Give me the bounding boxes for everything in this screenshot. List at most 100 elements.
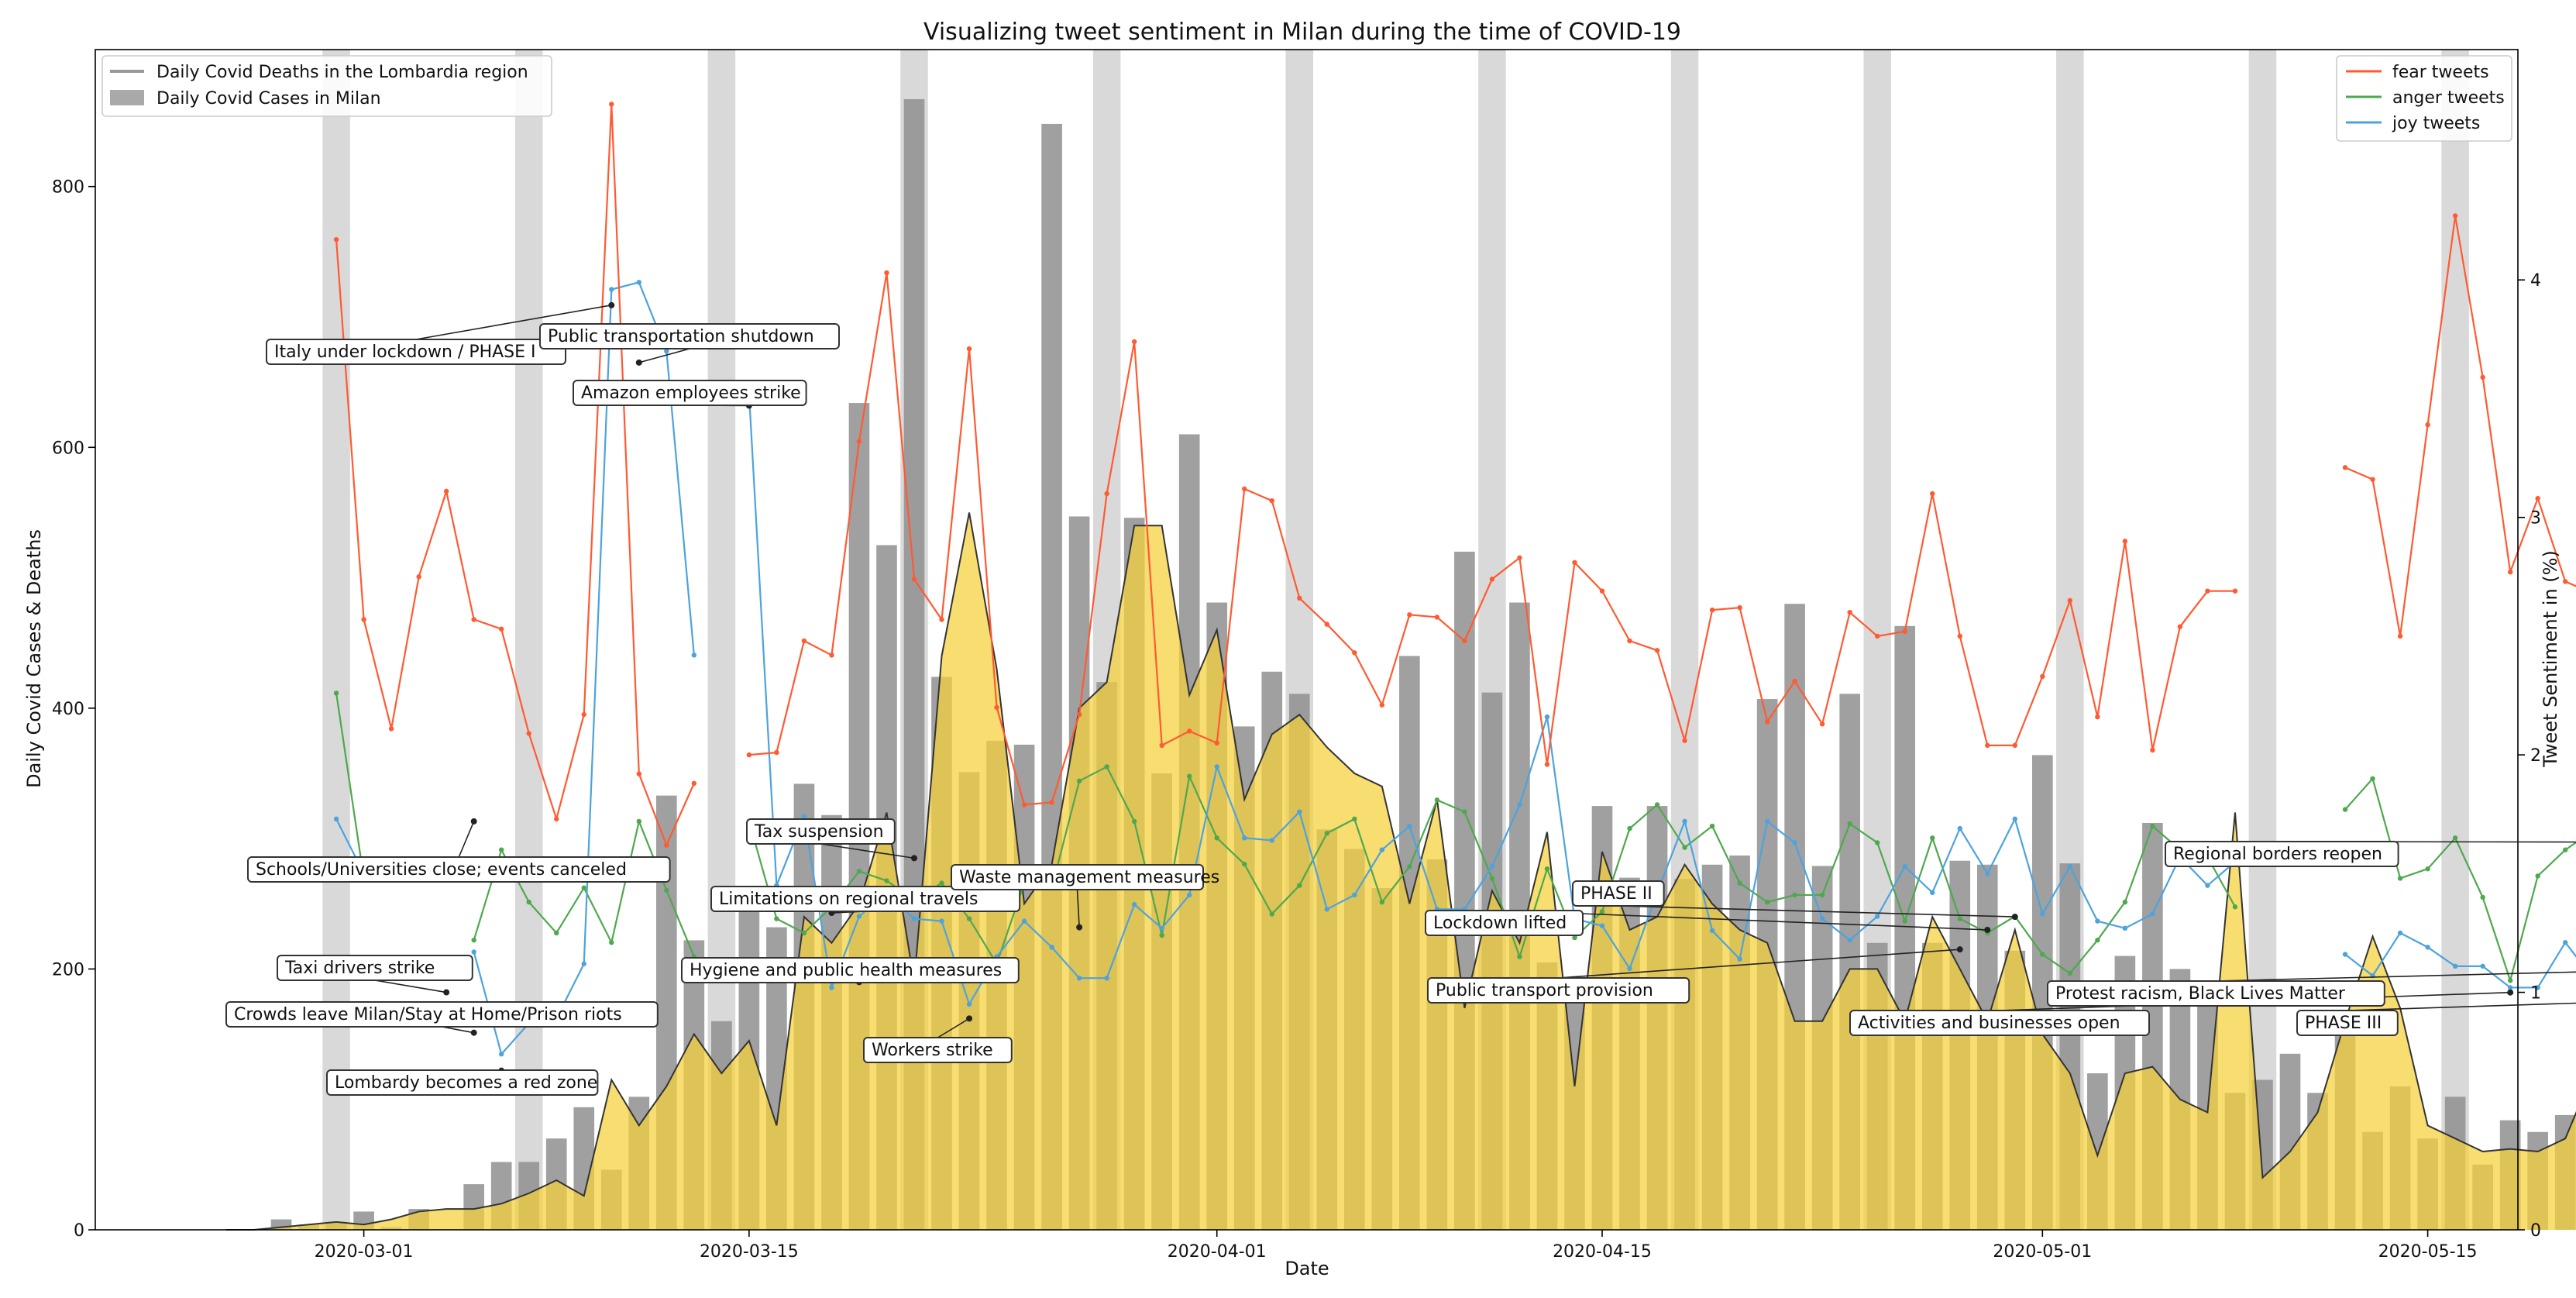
fear-point (1131, 339, 1137, 345)
annotation-box (1425, 910, 1584, 936)
fear-point (1709, 607, 1715, 613)
anger-point (1104, 764, 1109, 770)
anger-point (2507, 978, 2513, 983)
annotation: Italy under lockdown / PHASE I (266, 301, 615, 365)
annotation: Public transportation shutdown (539, 323, 840, 366)
anger-point (1792, 892, 1797, 898)
chart-title: Visualizing tweet sentiment in Milan dur… (923, 19, 1681, 46)
annotation: Protest racism, Black Lives Matter (2047, 971, 2576, 1007)
annotation-box (225, 1001, 659, 1028)
joy-point (2563, 940, 2568, 945)
joy-point (1379, 847, 1385, 852)
fear-point (939, 617, 944, 622)
annotation-label: Activities and businesses open (1858, 1014, 2120, 1033)
legend-swatch-cases (110, 90, 144, 105)
fear-point (2480, 374, 2485, 380)
anger-point (1737, 880, 1742, 886)
fear-point (1076, 711, 1082, 718)
deaths-area (226, 512, 2576, 1231)
annotation: Hygiene and public health measures (681, 957, 1020, 986)
annotation-box (1572, 880, 1665, 907)
legend-right-frame (2336, 55, 2512, 142)
annotation: PHASE II (1572, 880, 2018, 921)
fear-point (2012, 742, 2017, 749)
annotation-arrow (442, 1026, 474, 1034)
annotation-arrow (1558, 949, 1960, 979)
fear-point (1875, 633, 1880, 639)
fear-point (1627, 638, 1632, 644)
anger-point (1544, 866, 1550, 872)
annotation-box (326, 1069, 599, 1096)
anger-point (801, 930, 807, 936)
fear-point (884, 270, 889, 276)
joy-point (1352, 892, 1357, 898)
fear-line (335, 104, 695, 848)
annotation-arrow-head (443, 989, 450, 996)
fear-point (526, 731, 531, 736)
joy-point (1131, 901, 1137, 907)
anger-point (1076, 778, 1082, 784)
fear-point (581, 711, 586, 718)
annotation-label: Public transport provision (1436, 981, 1653, 1000)
anger-point (1187, 773, 1192, 779)
x-tick-label: 2020-04-01 (1168, 1242, 1267, 1262)
legend-left: Daily Covid Deaths in the Lombardia regi… (101, 55, 552, 117)
annotation-arrow (2216, 971, 2576, 982)
joy-point (1709, 928, 1715, 934)
fear-point (774, 749, 779, 756)
annotation-box (266, 339, 566, 365)
anger-point (1324, 831, 1330, 836)
anger-point (1489, 876, 1495, 881)
anger-point (1379, 899, 1385, 905)
y-axis-right-label: Tweet Sentiment in (%) (2540, 550, 2561, 768)
joy-point (2452, 963, 2458, 969)
anger-point (1462, 809, 1467, 814)
annotation-label: Italy under lockdown / PHASE I (274, 343, 536, 362)
joy-point (2095, 918, 2100, 924)
joy-point (1517, 802, 1522, 807)
anger-point (609, 940, 614, 945)
joy-point (1021, 918, 1027, 924)
joy-point (1544, 714, 1550, 720)
annotation-box (277, 955, 473, 981)
joy-point (664, 348, 669, 354)
joy-point (1159, 925, 1164, 931)
annotation: Crowds leave Milan/Stay at Home/Prison r… (225, 1001, 659, 1036)
fear-point (333, 236, 339, 243)
annotation-box (746, 818, 896, 845)
fear-point (1985, 742, 1990, 749)
joy-point (1242, 835, 1247, 841)
annotation-arrow (937, 1017, 970, 1038)
annotation: Waste management measures (951, 864, 1219, 931)
fear-point (1544, 762, 1550, 767)
annotation-label: Amazon employees strike (581, 384, 801, 403)
fear-point (1214, 740, 1219, 746)
fear-point (1930, 491, 1935, 497)
anger-point (2535, 873, 2540, 879)
fear-point (2067, 597, 2073, 604)
anger-point (1434, 797, 1440, 803)
weekend-band (2248, 50, 2277, 1230)
event-annotations: Italy under lockdown / PHASE I Public tra… (225, 301, 2576, 1096)
annotation: Tax suspension (746, 818, 917, 862)
annotation-label: Public transportation shutdown (548, 327, 814, 346)
anger-point (1930, 835, 1935, 841)
joy-point (1489, 863, 1495, 869)
fear-point (1654, 648, 1660, 653)
annotation-arrow-head (1076, 924, 1083, 931)
fear-point (801, 638, 807, 644)
annotation-box (710, 886, 1021, 912)
fear-point (1297, 595, 1302, 601)
annotation-arrow-head (470, 818, 477, 825)
annotation: Public transport provision (1427, 946, 1963, 1004)
fear-point (1957, 633, 1962, 639)
fear-point (1159, 742, 1164, 749)
annotation-arrow (1504, 910, 1988, 931)
fear-point (1792, 678, 1797, 684)
anger-point (1957, 916, 1962, 921)
annotation-box (2047, 980, 2385, 1007)
annotation-label: Limitations on regional travels (719, 890, 978, 909)
annotation-box (2296, 1010, 2399, 1036)
anger-point (2095, 937, 2100, 943)
fear-point (1489, 577, 1495, 582)
